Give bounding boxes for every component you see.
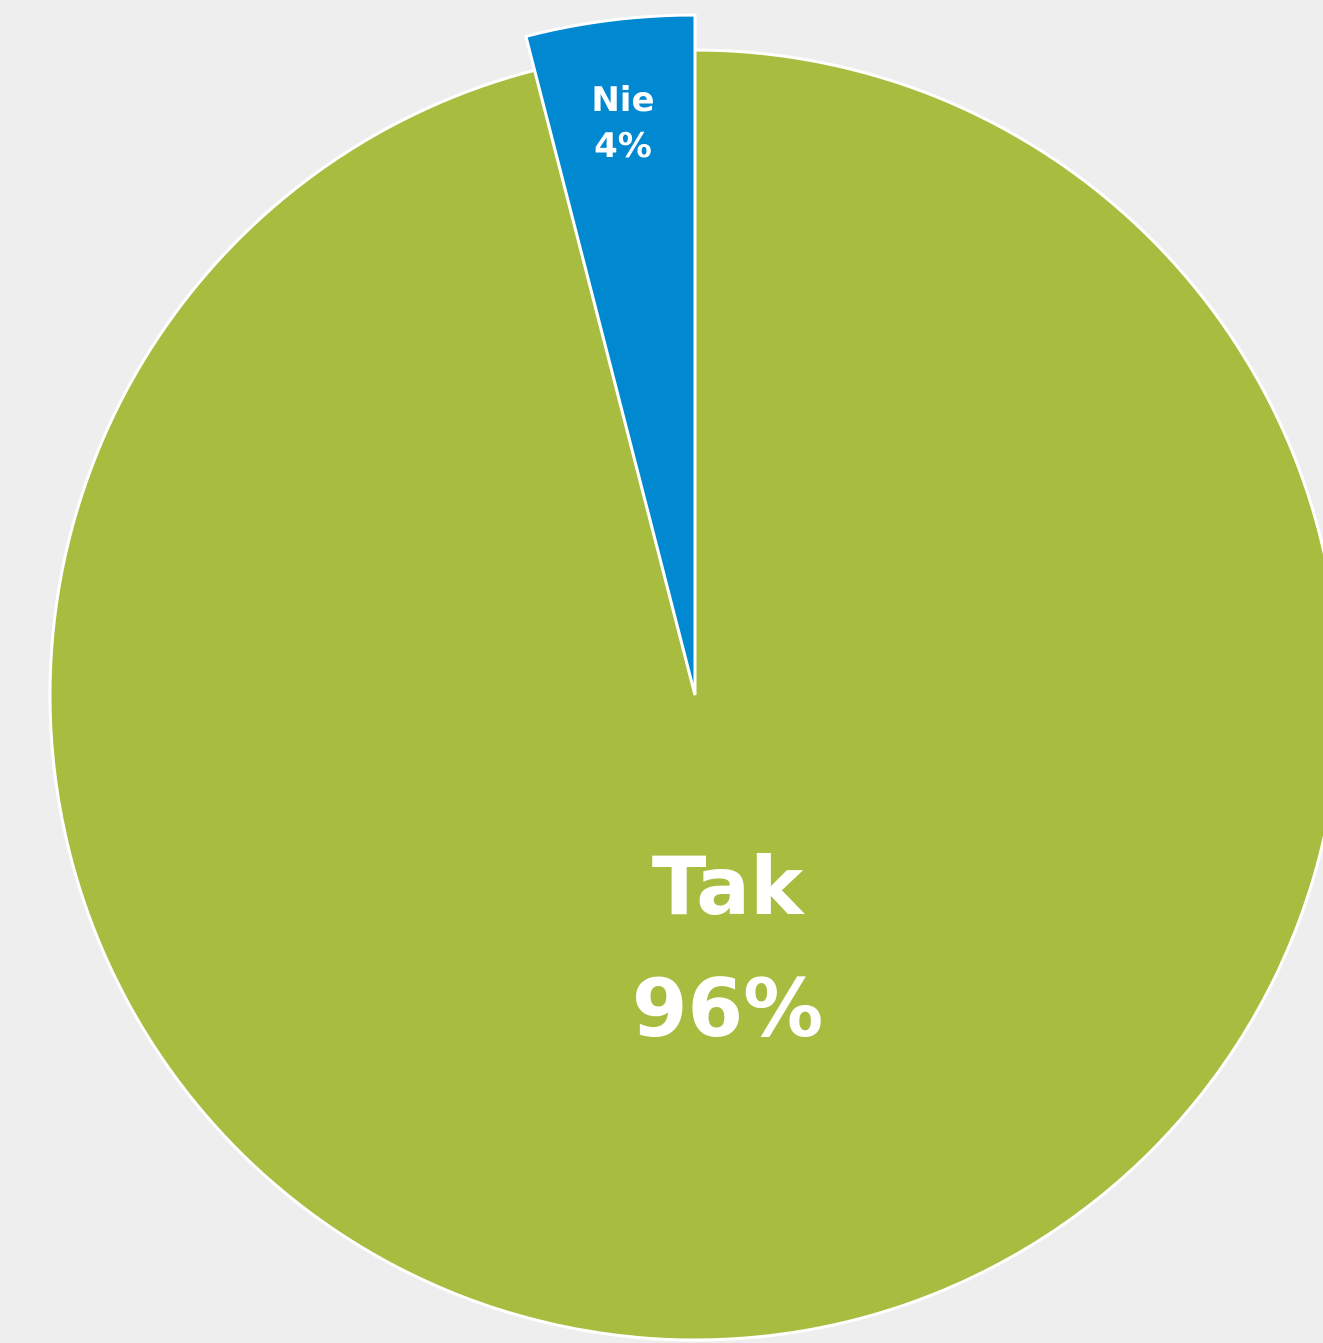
pie-slice — [524, 13, 697, 696]
slice-value-label: 96% — [632, 962, 823, 1055]
slice-label: Tak — [652, 840, 805, 933]
pie-slice — [48, 48, 1323, 1342]
slice-label: Nie — [591, 80, 654, 120]
slice-value-label: 4% — [594, 126, 652, 166]
